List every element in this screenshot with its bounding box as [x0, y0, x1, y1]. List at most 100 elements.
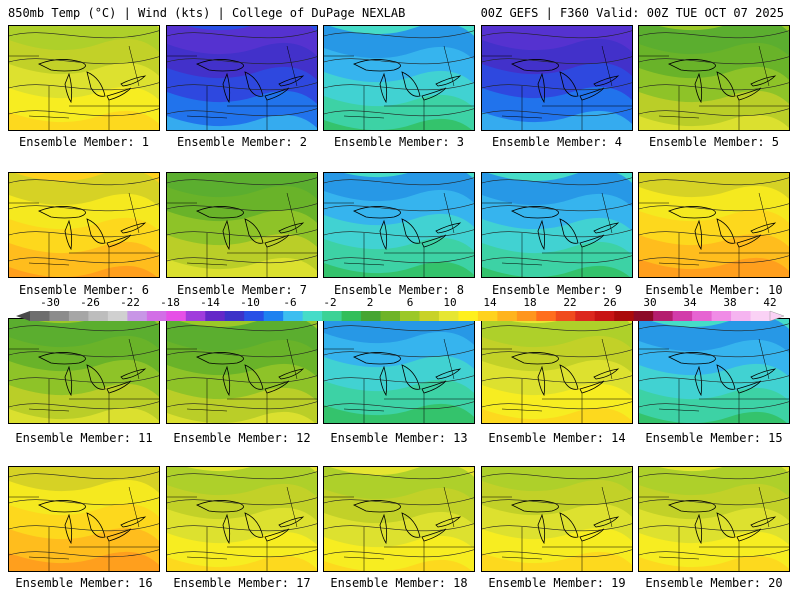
ensemble-map-panel — [166, 25, 318, 131]
colorbar-tick-label: 22 — [563, 296, 577, 309]
map-valid-time: 00Z GEFS | F360 Valid: 00Z TUE OCT 07 20… — [480, 6, 784, 20]
height-contour — [639, 255, 789, 264]
colorbar-right-arrow — [769, 310, 784, 322]
colorbar-swatch — [458, 311, 479, 321]
temperature-band — [639, 411, 787, 423]
ensemble-member-caption: Ensemble Member: 4 — [491, 135, 623, 149]
height-contour — [167, 203, 317, 212]
great-lakes-outline — [38, 206, 147, 251]
great-lakes-outline — [668, 352, 777, 397]
colorbar-swatch — [88, 311, 109, 321]
colorbar-swatch — [49, 311, 70, 321]
colorbar-swatch — [127, 311, 148, 321]
height-contour — [482, 229, 632, 238]
ensemble-member-caption: Ensemble Member: 18 — [330, 576, 468, 590]
height-contour — [324, 401, 474, 410]
colorbar-swatch — [302, 311, 323, 321]
temperature-field — [639, 319, 789, 423]
temperature-field — [167, 26, 317, 130]
temperature-band — [9, 407, 159, 423]
ensemble-member-caption: Ensemble Member: 9 — [491, 283, 623, 297]
ensemble-member-caption: Ensemble Member: 3 — [333, 135, 465, 149]
height-contour — [482, 177, 632, 186]
height-contour — [167, 523, 317, 532]
colorbar-swatch — [244, 311, 265, 321]
height-contour — [9, 30, 159, 39]
colorbar-swatch — [107, 311, 128, 321]
ensemble-map-panel — [323, 172, 475, 278]
height-contour — [9, 203, 159, 212]
colorbar-tick-label: -10 — [240, 296, 260, 309]
ensemble-member-caption: Ensemble Member: 15 — [645, 431, 783, 445]
height-contour — [167, 471, 317, 480]
temperature-band — [167, 411, 315, 423]
ensemble-member-caption: Ensemble Member: 16 — [15, 576, 153, 590]
height-contour — [324, 177, 474, 186]
temperature-band — [324, 118, 472, 130]
colorbar-tick-label: -14 — [200, 296, 220, 309]
ensemble-map-panel — [638, 172, 790, 278]
great-lakes-outline — [511, 352, 620, 397]
temperature-band — [324, 559, 472, 571]
height-contour — [639, 497, 789, 506]
height-contour — [167, 82, 317, 91]
ensemble-member-caption: Ensemble Member: 17 — [173, 576, 311, 590]
colorbar-swatch — [672, 311, 693, 321]
ensemble-map-panel — [166, 318, 318, 424]
ensemble-map-panel — [8, 466, 160, 572]
colorbar-tick-label: -30 — [40, 296, 60, 309]
ensemble-map-panel — [166, 172, 318, 278]
height-contour — [482, 82, 632, 91]
height-contour — [167, 497, 317, 506]
ensemble-map-panel — [638, 25, 790, 131]
temperature-field — [9, 467, 159, 571]
great-lakes-outline — [353, 206, 462, 251]
temperature-field — [482, 173, 632, 277]
temperature-field — [482, 467, 632, 571]
great-lakes-outline — [511, 500, 620, 545]
height-contour — [9, 401, 159, 410]
colorbar-swatch — [536, 311, 557, 321]
colorbar-swatch — [146, 311, 167, 321]
colorbar-swatch — [68, 311, 89, 321]
height-contour — [639, 349, 789, 358]
colorbar-tick-label: 30 — [643, 296, 657, 309]
temperature-field — [9, 26, 159, 130]
colorbar-tick-label: 2 — [366, 296, 374, 309]
temperature-field — [639, 173, 789, 277]
colorbar-swatch — [166, 311, 187, 321]
colorbar-swatch — [477, 311, 498, 321]
colorbar-tick-label: 34 — [683, 296, 697, 309]
colorbar-tick-label: -2 — [323, 296, 337, 309]
colorbar-swatch — [575, 311, 596, 321]
great-lakes-outline — [196, 59, 305, 104]
great-lakes-outline — [196, 206, 305, 251]
ensemble-map-panel — [166, 466, 318, 572]
colorbar-tick-label: 26 — [603, 296, 617, 309]
height-contour — [482, 30, 632, 39]
colorbar-swatch — [497, 311, 518, 321]
height-contour — [324, 82, 474, 91]
ensemble-map-panel — [8, 25, 160, 131]
ensemble-map-panel — [8, 318, 160, 424]
height-contour — [482, 523, 632, 532]
height-contour — [324, 497, 474, 506]
colorbar-swatch — [224, 311, 245, 321]
height-contour — [482, 375, 632, 384]
height-contour — [482, 255, 632, 264]
height-contour — [9, 323, 159, 332]
height-contour — [639, 401, 789, 410]
colorbar-swatch — [341, 311, 362, 321]
height-contour — [9, 82, 159, 91]
height-contour — [482, 323, 632, 332]
height-contour — [167, 349, 317, 358]
height-contour — [9, 523, 159, 532]
ensemble-member-caption: Ensemble Member: 8 — [333, 283, 465, 297]
colorbar-swatch — [516, 311, 537, 321]
colorbar-swatch — [361, 311, 382, 321]
height-contour — [9, 497, 159, 506]
temperature-field — [9, 173, 159, 277]
colorbar-tick-label: -22 — [120, 296, 140, 309]
ensemble-map-panel — [8, 172, 160, 278]
height-contour — [9, 549, 159, 558]
